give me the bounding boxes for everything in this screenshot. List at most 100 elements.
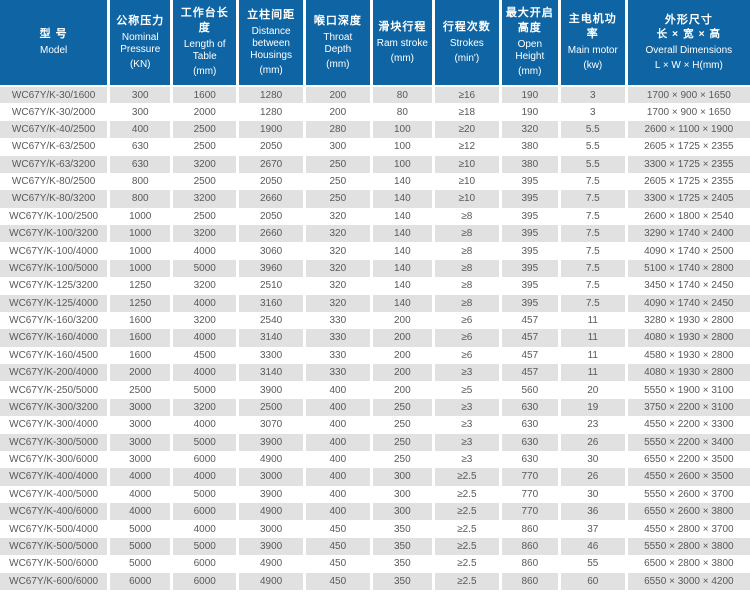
value-cell: ≥8: [431, 277, 501, 295]
model-cell: WC67Y/K-300/6000: [9, 454, 99, 466]
value-cell: 300: [369, 468, 434, 486]
column-header-overall-dimensions: 外形尺寸长 × 宽 × 高 Overall Dimensions L × W × H…: [624, 0, 750, 87]
value-cell: 4500: [170, 346, 238, 364]
value-cell: 400: [107, 120, 172, 139]
value-cell: 2000: [107, 364, 172, 382]
value-cell: 457: [498, 311, 560, 330]
value-cell: 3070: [236, 416, 305, 434]
header-label-en: Main motor: [567, 45, 618, 57]
value-cell: 3060: [236, 242, 305, 260]
model-cell: WC67Y/K-63/2500: [11, 141, 96, 153]
model-cell: WC67Y/K-250/5000: [9, 384, 99, 396]
value-cell: 3200: [170, 277, 238, 295]
value-cell: 5000: [170, 433, 238, 451]
value-cell: 3000: [107, 433, 172, 451]
value-cell: ≥16: [431, 86, 501, 104]
header-label-en: Model: [40, 45, 68, 57]
value-cell: 6550 × 3000 × 4200: [624, 572, 750, 590]
header-label-zh: 公称压力: [116, 14, 165, 27]
value-cell: 3900: [236, 537, 305, 556]
value-cell: 3300: [236, 346, 305, 364]
value-cell: 4090 × 1740 × 2450: [624, 294, 750, 312]
value-cell: 2600 × 1800 × 2540: [624, 207, 750, 225]
value-cell: ≥8: [431, 207, 501, 225]
column-header-housing-distance: 立柱间距 Distance between Housings (mm): [236, 0, 305, 87]
value-cell: 2605 × 1725 × 2355: [624, 138, 750, 156]
value-cell: 11: [557, 329, 627, 347]
model-cell: WC67Y/K-500/4000: [9, 523, 99, 535]
value-cell: 140: [369, 294, 434, 312]
model-cell: WC67Y/K-100/3200: [9, 228, 99, 240]
value-cell: 250: [302, 155, 372, 173]
model-cell: WC67Y/K-100/5000: [9, 262, 99, 274]
value-cell: 457: [498, 364, 560, 382]
value-cell: 6000: [170, 503, 238, 521]
value-cell: ≥8: [431, 259, 501, 278]
value-cell: 5000: [107, 520, 172, 538]
value-cell: 7.5: [557, 225, 627, 243]
value-cell: 3140: [236, 329, 305, 347]
header-label-zh: 行程次数: [442, 20, 491, 33]
value-cell: 26: [557, 433, 627, 451]
column-header-ram-stroke: 滑块行程 Ram stroke (mm): [369, 0, 434, 87]
value-cell: 3290 × 1740 × 2400: [624, 225, 750, 243]
header-label-zh: 喉口深度: [313, 14, 362, 27]
value-cell: 3200: [170, 155, 238, 173]
value-cell: 3450 × 1740 × 2450: [624, 277, 750, 295]
model-cell: WC67Y/K-125/3200: [9, 280, 99, 292]
value-cell: 30: [557, 450, 627, 469]
value-cell: 395: [498, 172, 560, 191]
value-cell: 3200: [170, 398, 238, 417]
header-label-zh: 立柱间距: [247, 8, 296, 21]
value-cell: 1600: [107, 329, 172, 347]
table-row: WC67Y/K-300/6000 3000 6000 4900 400 250 ≥3 630 3…: [0, 450, 750, 469]
value-cell: 200: [302, 103, 372, 121]
header-label-zh: 外形尺寸: [664, 14, 713, 27]
value-cell: ≥3: [431, 416, 501, 434]
value-cell: 5550 × 2200 × 3400: [624, 433, 750, 451]
value-cell: 200: [369, 364, 434, 382]
value-cell: 3900: [236, 433, 305, 451]
value-cell: 2500: [107, 381, 172, 399]
table-row: WC67Y/K-400/5000 4000 5000 3900 400 300 ≥2.5 77…: [0, 485, 750, 503]
table-row: WC67Y/K-400/6000 4000 6000 4900 400 300 ≥2.5 77…: [0, 503, 750, 521]
value-cell: 3: [557, 103, 627, 121]
value-cell: 3900: [236, 381, 305, 399]
value-cell: 1280: [236, 86, 305, 104]
table-row: WC67Y/K-100/2500 1000 2500 2050 320 140 ≥8 395 7…: [0, 207, 750, 225]
value-cell: 200: [369, 311, 434, 330]
value-cell: 860: [498, 537, 560, 556]
value-cell: ≥2.5: [431, 520, 501, 538]
value-cell: 330: [302, 364, 372, 382]
value-cell: ≥2.5: [431, 503, 501, 521]
value-cell: 7.5: [557, 207, 627, 225]
value-cell: 60: [557, 572, 627, 590]
value-cell: ≥3: [431, 433, 501, 451]
value-cell: 4000: [107, 503, 172, 521]
header-label-en: Throat Depth: [323, 31, 353, 55]
value-cell: 11: [557, 346, 627, 364]
value-cell: 4900: [236, 503, 305, 521]
value-cell: 300: [302, 138, 372, 156]
value-cell: 2500: [236, 398, 305, 417]
value-cell: ≥2.5: [431, 485, 501, 503]
header-label-unit: (mm): [390, 52, 414, 64]
value-cell: ≥10: [431, 172, 501, 191]
value-cell: 4900: [236, 450, 305, 469]
value-cell: 3: [557, 86, 627, 104]
value-cell: 250: [369, 398, 434, 417]
value-cell: 400: [302, 398, 372, 417]
value-cell: 300: [107, 103, 172, 121]
table-body: WC67Y/K-30/1600 300 1600 1280 200 80 ≥16 190 3 17…: [0, 86, 750, 590]
value-cell: 140: [369, 190, 434, 208]
table-row: WC67Y/K-300/4000 3000 4000 3070 400 250 ≥3 630 2…: [0, 416, 750, 434]
table-row: WC67Y/K-40/2500 400 2500 1900 280 100 ≥20 320 5.…: [0, 120, 750, 139]
value-cell: 3140: [236, 364, 305, 382]
value-cell: 140: [369, 242, 434, 260]
value-cell: 3200: [170, 311, 238, 330]
value-cell: ≥6: [431, 346, 501, 364]
value-cell: 4550 × 2600 × 3500: [624, 468, 750, 486]
value-cell: 100: [369, 155, 434, 173]
value-cell: 4580 × 1930 × 2800: [624, 346, 750, 364]
